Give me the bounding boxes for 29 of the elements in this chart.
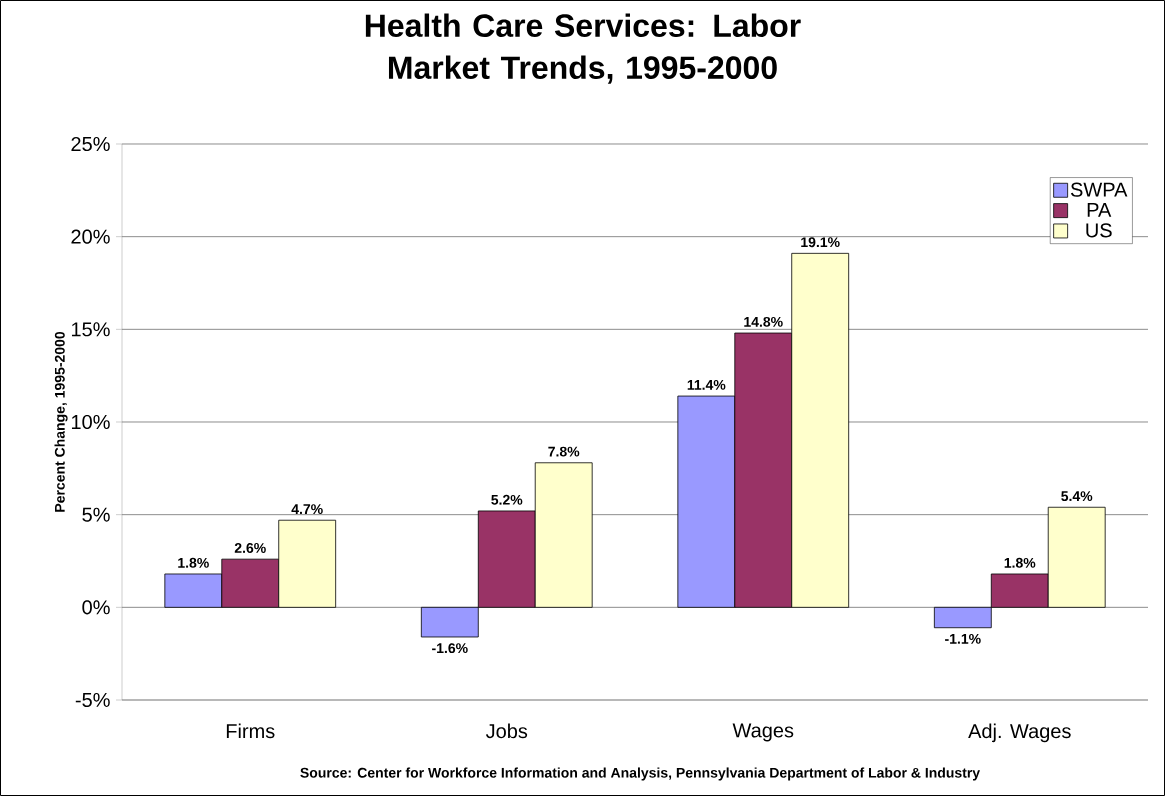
x-tick-label: Wages: [732, 723, 794, 742]
data-label: 1.8%: [178, 557, 209, 568]
y-tick-label: 10%: [71, 414, 110, 430]
y-axis-title: Percent Change, 1995-2000: [54, 331, 68, 512]
y-tick-label: 15%: [71, 322, 110, 337]
data-label: 11.4%: [687, 380, 726, 390]
data-label: 14.8%: [744, 316, 783, 327]
legend-label: US: [1086, 223, 1112, 238]
data-label: 4.7%: [291, 504, 323, 515]
y-tick-label: 0%: [82, 600, 110, 615]
data-label: 5.4%: [1061, 491, 1093, 502]
data-label: 19.1%: [801, 237, 840, 248]
data-label: -1.6%: [432, 643, 468, 654]
legend-label: PA: [1087, 202, 1112, 217]
data-label: -1.1%: [945, 633, 981, 644]
chart-title: Health Care Services: Labor Market Trends, 1995-2000: [365, 13, 801, 84]
data-label: 7.8%: [548, 446, 580, 457]
source-note: Source: Center for Workforce Information and Analysis, Pennsylvania Department of Labor & Industry: [300, 767, 980, 781]
data-label: 1.8%: [1004, 557, 1036, 568]
y-tick-label: 5%: [82, 507, 110, 522]
x-tick-label: Adj. Wages: [968, 723, 1071, 743]
x-tick-label: Jobs: [485, 723, 528, 739]
legend-label: SWPA: [1070, 182, 1128, 197]
x-tick-label: Firms: [226, 723, 275, 739]
data-label: 2.6%: [234, 543, 266, 553]
data-label: 5.2%: [491, 494, 523, 505]
y-tick-label: -5%: [75, 692, 110, 708]
y-tick-label: 25%: [71, 136, 110, 152]
y-tick-label: 20%: [71, 229, 110, 244]
